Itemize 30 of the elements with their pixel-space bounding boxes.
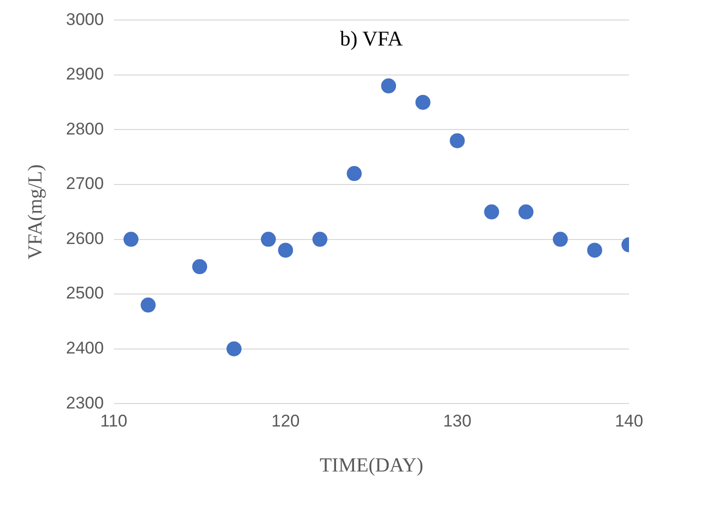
y-axis-title: VFA(mg/L) xyxy=(24,164,46,260)
point xyxy=(140,298,156,313)
y-tick-label: 2600 xyxy=(66,228,104,248)
point xyxy=(346,166,362,182)
point xyxy=(518,204,534,220)
x-tick-label: 120 xyxy=(271,411,300,430)
point xyxy=(415,94,430,110)
y-tick-label: 2700 xyxy=(66,174,104,194)
point xyxy=(260,232,276,247)
point xyxy=(484,204,500,220)
point xyxy=(381,78,396,94)
chart-title: b) VFA xyxy=(340,26,404,51)
point xyxy=(450,133,465,148)
y-tick-label: 2300 xyxy=(66,393,104,412)
point xyxy=(278,242,294,258)
y-tick-label: 2500 xyxy=(66,284,104,303)
y-tick-label: 2900 xyxy=(66,64,104,84)
point xyxy=(192,259,208,274)
point xyxy=(552,232,568,247)
point xyxy=(312,232,328,247)
y-tick-label: 3000 xyxy=(66,10,104,29)
point xyxy=(226,341,242,356)
point xyxy=(123,232,138,247)
y-tick-label: 2800 xyxy=(66,119,104,138)
x-tick-label: 110 xyxy=(100,411,128,430)
x-tick-label: 130 xyxy=(443,411,472,430)
point xyxy=(587,242,602,258)
x-tick-label: 140 xyxy=(614,411,644,430)
y-tick-label: 2400 xyxy=(66,338,104,358)
x-axis-title: TIME(DAY) xyxy=(320,454,424,476)
